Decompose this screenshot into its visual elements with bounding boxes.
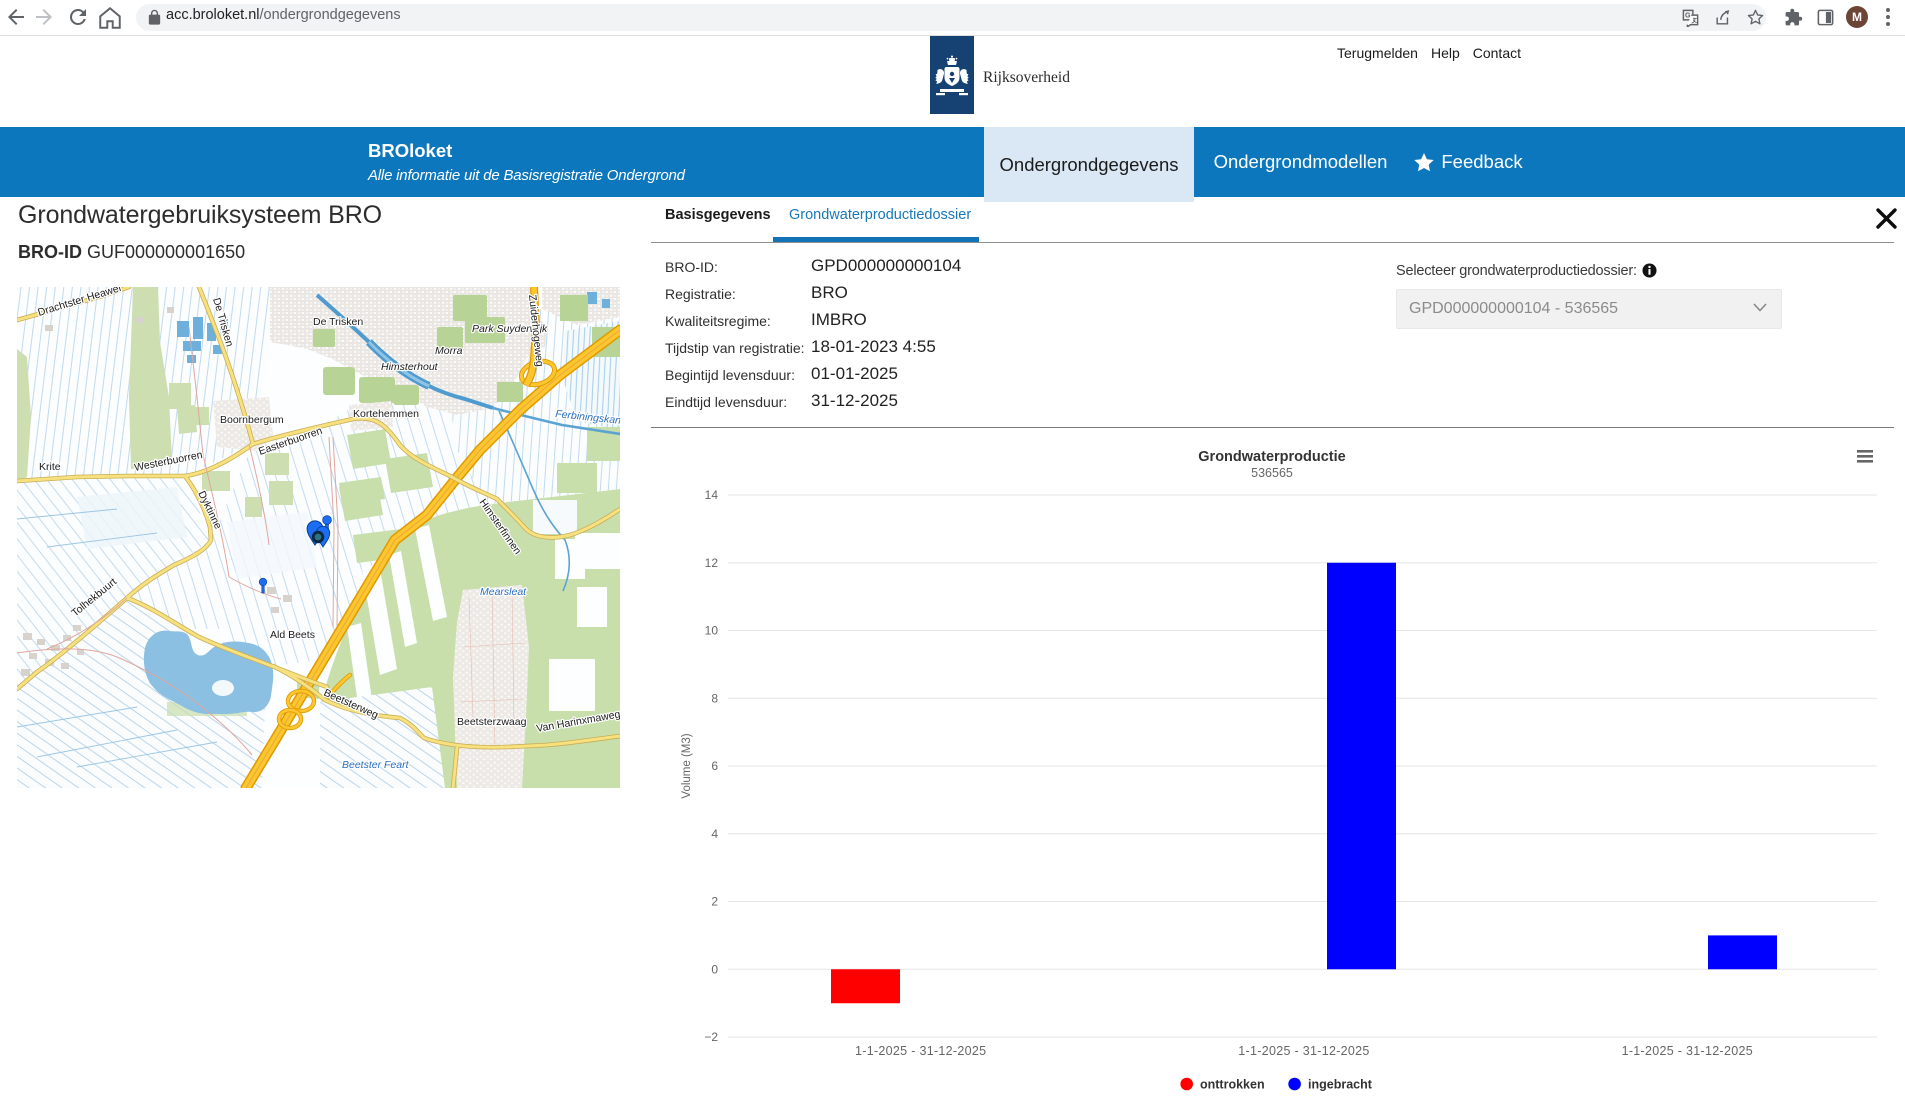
svg-text:Ald Beets: Ald Beets	[270, 629, 315, 641]
svg-text:1-1-2025 - 31-12-2025: 1-1-2025 - 31-12-2025	[1622, 1044, 1753, 1058]
svg-text:G: G	[1685, 12, 1691, 20]
svg-text:1-1-2025 - 31-12-2025: 1-1-2025 - 31-12-2025	[1238, 1044, 1369, 1058]
svg-text:0: 0	[711, 962, 718, 976]
svg-text:8: 8	[711, 691, 718, 705]
svg-text:onttrokken: onttrokken	[1200, 1078, 1265, 1092]
svg-text:12: 12	[705, 556, 719, 570]
svg-text:Volume (M3): Volume (M3)	[681, 733, 693, 798]
svg-text:Kortehemmen: Kortehemmen	[353, 408, 419, 420]
svg-text:Boornbergum: Boornbergum	[220, 414, 284, 426]
svg-text:6: 6	[711, 759, 718, 773]
svg-text:14: 14	[705, 488, 719, 502]
svg-text:Krite: Krite	[39, 461, 61, 473]
svg-text:Beetsterzwaag: Beetsterzwaag	[457, 716, 527, 728]
svg-text:2: 2	[711, 895, 718, 909]
svg-text:−2: −2	[704, 1030, 718, 1044]
svg-text:Mearsleat: Mearsleat	[480, 586, 527, 598]
svg-text:Himsterhout: Himsterhout	[381, 361, 439, 373]
svg-text:Morra: Morra	[435, 345, 463, 357]
svg-text:ingebracht: ingebracht	[1308, 1078, 1373, 1092]
svg-text:536565: 536565	[1251, 466, 1293, 480]
svg-text:10: 10	[705, 624, 719, 638]
svg-text:Park Suyderwijk: Park Suyderwijk	[472, 323, 548, 335]
svg-text:1-1-2025 - 31-12-2025: 1-1-2025 - 31-12-2025	[855, 1044, 986, 1058]
svg-text:Grondwaterproductie: Grondwaterproductie	[1198, 449, 1345, 465]
svg-text:4: 4	[711, 827, 718, 841]
svg-text:Beetster Feart: Beetster Feart	[342, 759, 410, 771]
svg-text:De Trisken: De Trisken	[313, 316, 363, 328]
